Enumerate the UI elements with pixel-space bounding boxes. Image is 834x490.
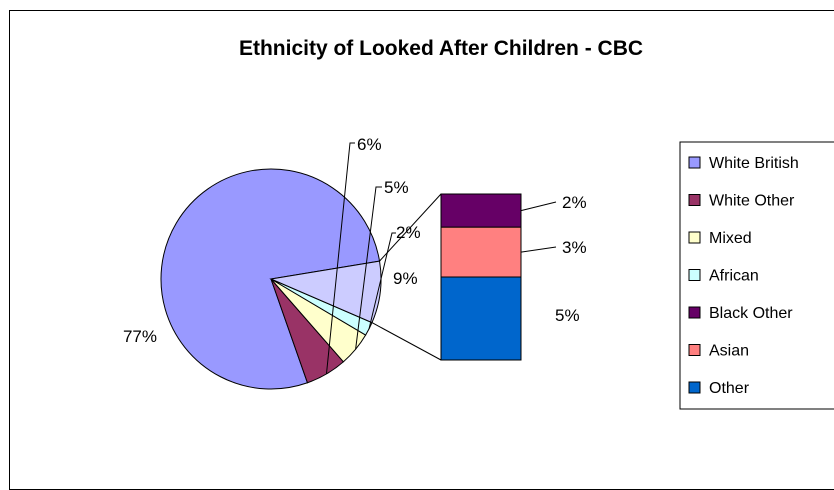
data-label-african: 2% xyxy=(396,223,421,242)
data-label-asian: 3% xyxy=(562,238,587,257)
legend-swatch-mixed xyxy=(689,232,700,243)
data-label-white-british: 77% xyxy=(123,327,157,346)
pie-of-bar-chart: Ethnicity of Looked After Children - CBC… xyxy=(0,0,834,479)
bar-segment-other xyxy=(441,277,521,360)
legend-swatch-african xyxy=(689,270,700,281)
legend-label-asian: Asian xyxy=(709,343,749,360)
data-label-mixed: 5% xyxy=(384,178,409,197)
legend-swatch-asian xyxy=(689,345,700,356)
chart-title: Ethnicity of Looked After Children - CBC xyxy=(239,37,643,60)
data-label-black-other: 2% xyxy=(562,193,587,212)
leader-line-black-other xyxy=(521,202,556,211)
legend-label-african: African xyxy=(709,268,759,285)
pie-group xyxy=(161,169,381,389)
legend-swatch-white-other xyxy=(689,195,700,206)
data-label-other: 5% xyxy=(555,306,580,325)
legend-swatch-black-other xyxy=(689,307,700,318)
legend-label-mixed: Mixed xyxy=(709,230,752,247)
legend-swatch-other xyxy=(689,382,700,393)
data-label-other-combined: 9% xyxy=(393,269,418,288)
legend-label-other: Other xyxy=(709,380,750,397)
legend-label-white-other: White Other xyxy=(709,193,795,210)
legend: White British White Other Mixed African Blac… xyxy=(680,142,834,409)
bar-segment-black-other xyxy=(441,194,521,227)
legend-label-white-british: White British xyxy=(709,155,799,172)
connector-line-bottom xyxy=(372,323,441,360)
legend-label-black-other: Black Other xyxy=(709,305,793,322)
legend-swatch-white-british xyxy=(689,157,700,168)
data-label-white-other: 6% xyxy=(357,135,382,154)
bar-segment-asian xyxy=(441,227,521,277)
bar-group xyxy=(441,194,521,360)
leader-line-asian xyxy=(521,247,556,252)
